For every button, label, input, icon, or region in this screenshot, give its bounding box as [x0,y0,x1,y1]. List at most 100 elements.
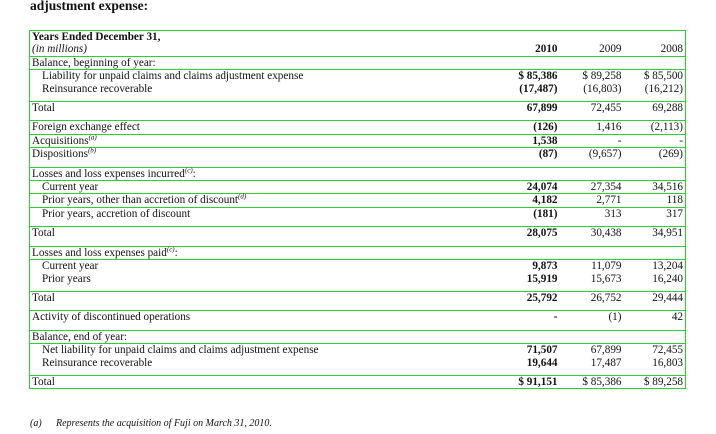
header-label: Years Ended December 31, (in millions) [29,30,498,57]
cell-2010: 4,182 [497,193,560,208]
cell-2008: 118 [623,193,686,208]
table-row: Liability for unpaid claims and claims a… [29,69,686,83]
table-header-row: Years Ended December 31, (in millions) 2… [29,30,686,57]
cell-2008: 16,240 [623,272,686,285]
cell-2010: 24,074 [497,180,560,194]
row-label: Total [29,226,498,240]
footnote: (a) Represents the acquisition of Fuji on… [30,418,272,429]
table-row: Acquisitions(a) 1,538 - - [29,133,686,148]
cell-2009: (9,657) [559,147,624,161]
row-label: Reinsurance recoverable [29,356,498,369]
footnote-marker: (b) [87,146,97,155]
cell-2010: (17,487) [519,82,558,95]
row-label: Total [29,374,498,390]
total-row: Total 28,075 30,438 34,951 [29,226,686,240]
cell-2009: (16,803) [583,82,622,95]
cell-2008: 34,951 [623,226,686,240]
cell-2010: $ 85,386 [497,69,560,83]
cell-2010: 15,919 [526,272,558,285]
cell-2009: 313 [559,206,624,221]
cell-2008: $ 85,500 [623,69,686,83]
cell-2009: 11,079 [559,259,624,273]
cell-2008: (2,113) [623,120,686,135]
table-row: Net liability for unpaid claims and clai… [29,343,686,357]
cell-2010: 25,792 [497,290,560,305]
row-label: Total [29,290,498,305]
cell-2009: 2,771 [559,193,624,208]
row-label: Liability for unpaid claims and claims a… [29,69,498,83]
total-row: Total 25,792 26,752 29,444 [29,290,686,305]
cell-2010: 9,873 [497,259,560,273]
cell-2010: (87) [497,147,560,161]
table-row: Reinsurance recoverable 19,644 17,487 16… [29,356,686,369]
table-row: Current year 9,873 11,079 13,204 [29,259,686,273]
cell-2009: (1) [559,310,624,324]
table-row: Prior years, other than accretion of dis… [29,192,686,208]
year-2010-header: 2010 [497,30,560,57]
footnote-marker: (d) [238,192,247,201]
cell-2008: 42 [623,310,686,324]
section-title: Balance, beginning of year: [29,55,498,70]
section-title-row: Losses and loss expenses paid(c): [29,244,686,260]
cell-2008: (16,212) [623,82,686,96]
section-title-row: Balance, beginning of year: [29,55,686,70]
cell-2010: 19,644 [526,356,558,369]
cell-2010: 28,075 [497,226,560,240]
cell-2010: (181) [497,206,560,221]
cell-2009: 17,487 [590,356,622,369]
cell-2008: - [623,133,686,148]
cell-2009: 27,354 [559,180,624,194]
cell-2010: 67,899 [497,101,560,115]
cell-2008: 34,516 [623,180,686,194]
cell-2008: 72,455 [623,343,686,357]
section-title: Losses and loss expenses paid(c): [29,244,498,260]
row-label: Prior years, accretion of discount [29,206,498,221]
footnote-marker: (c) [184,165,193,174]
cell-2008: 16,803 [623,356,686,369]
cell-2008: 69,288 [623,101,686,115]
cell-2008: 29,444 [623,290,686,305]
cell-2008: (269) [623,147,686,161]
cell-2009: 1,416 [559,120,624,135]
cell-2010: $ 91,151 [497,374,560,390]
cell-2009: 30,438 [559,226,624,240]
cell-2010: 1,538 [497,133,560,148]
table-row: Activity of discontinued operations - (1… [29,310,686,324]
cell-2009: $ 89,258 [559,69,624,83]
table-caption: adjustment expense: [30,0,149,13]
year-2008-header: 2008 [623,30,686,57]
cell-2008: 317 [623,206,686,221]
table-row: Prior years 15,919 15,673 16,240 [29,272,686,285]
table-row: Dispositions(b) (87) (9,657) (269) [29,146,686,161]
table-row: Foreign exchange effect (126) 1,416 (2,1… [29,120,686,135]
footnote-text: Represents the acquisition of Fuji on Ma… [56,418,272,429]
cell-2009: 67,899 [559,343,624,357]
section-title: Balance, end of year: [29,329,498,344]
section-title-row: Balance, end of year: [29,329,686,344]
row-label: Net liability for unpaid claims and clai… [29,343,498,357]
row-label: Prior years, other than accretion of dis… [29,192,498,208]
cell-2010: - [497,310,560,324]
loss-reserve-table: Years Ended December 31, (in millions) 2… [29,30,686,390]
row-label: Current year [29,259,498,273]
row-label: Current year [29,180,498,194]
cell-2009: - [559,133,624,148]
section-title: Losses and loss expenses incurred(c): [29,165,498,181]
grand-total-row: Total $ 91,151 $ 85,386 $ 89,258 [29,374,686,390]
row-label: Total [29,101,498,115]
total-row: Total 67,899 72,455 69,288 [29,101,686,115]
row-label: Foreign exchange effect [29,120,498,135]
table-row: Current year 24,074 27,354 34,516 [29,180,686,194]
row-label: Reinsurance recoverable [29,82,498,96]
footnote-marker: (c) [166,244,175,253]
table-row: Reinsurance recoverable (17,487) (16,803… [29,82,686,96]
cell-2009: 72,455 [559,101,624,115]
cell-2010: 71,507 [497,343,560,357]
cell-2008: 13,204 [623,259,686,273]
footnote-marker: (a) [88,133,97,142]
cell-2010: (126) [497,120,560,135]
year-2009-header: 2009 [559,30,624,57]
row-label: Dispositions(b) [29,146,498,161]
row-label: Prior years [29,272,498,285]
